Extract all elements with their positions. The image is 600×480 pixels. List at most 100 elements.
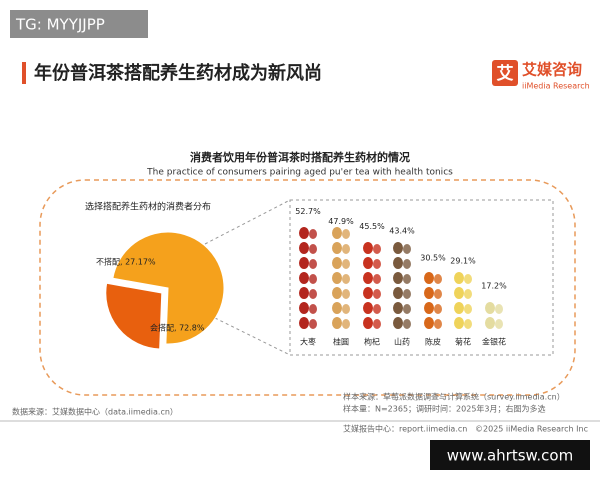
icon	[424, 287, 434, 299]
slide-title: 年份普洱茶搭配养生药材成为新风尚	[34, 62, 322, 84]
icon	[464, 289, 472, 299]
icon	[393, 257, 403, 269]
category-label: 金银花	[482, 337, 506, 347]
icon	[434, 304, 442, 314]
icon	[434, 289, 442, 299]
icon-column	[332, 227, 350, 329]
icon	[309, 244, 317, 254]
title-accent	[22, 62, 26, 84]
icon	[393, 287, 403, 299]
value-label: 30.5%	[420, 253, 446, 262]
value-label: 52.7%	[295, 207, 321, 216]
icon	[373, 289, 381, 299]
footer-report: 艾媒报告中心：report.iimedia.cn	[343, 424, 467, 434]
icon	[403, 244, 411, 254]
category-label: 枸杞	[364, 337, 380, 347]
logo-mark-box	[492, 60, 518, 86]
icon	[424, 272, 434, 284]
detail-frame	[289, 199, 554, 356]
icon	[332, 317, 342, 329]
connector	[204, 199, 291, 245]
icon	[363, 287, 373, 299]
category-label: 山药	[394, 337, 410, 347]
icon	[342, 304, 350, 314]
icon	[464, 319, 472, 329]
icon	[332, 257, 342, 269]
pie-slice	[112, 231, 225, 345]
icon	[373, 274, 381, 284]
icon	[403, 289, 411, 299]
icon	[332, 242, 342, 254]
icon	[309, 259, 317, 269]
icon	[454, 272, 464, 284]
icon	[424, 317, 434, 329]
value-label: 47.9%	[328, 217, 354, 226]
icon-column	[424, 272, 442, 329]
footer-source: 数据来源：艾媒数据中心（data.iimedia.cn）	[12, 407, 178, 417]
icon	[363, 272, 373, 284]
icon	[434, 274, 442, 284]
watermark-bottom: www.ahrtsw.com	[447, 447, 573, 465]
watermark-box	[10, 10, 148, 38]
icon	[403, 304, 411, 314]
icon	[363, 317, 373, 329]
icon-column	[393, 242, 411, 329]
icon	[342, 244, 350, 254]
category-label: 菊花	[455, 337, 471, 347]
icon	[342, 274, 350, 284]
icon	[495, 319, 503, 329]
icon	[373, 319, 381, 329]
icon	[299, 257, 309, 269]
icon	[299, 242, 309, 254]
icon	[485, 317, 495, 329]
icon	[454, 317, 464, 329]
footer-sample-source: 样本来源：草莓派数据调查与计算系统（survey.iimedia.cn）	[343, 392, 565, 402]
icon	[299, 302, 309, 314]
icon	[434, 319, 442, 329]
logo-en: iiMedia Research	[522, 82, 590, 91]
slice-label: 会搭配, 72.8%	[150, 323, 205, 333]
logo: 艾媒咨询	[522, 61, 582, 79]
icon	[403, 259, 411, 269]
icon	[403, 319, 411, 329]
icon	[332, 227, 342, 239]
icon	[299, 317, 309, 329]
icon	[403, 274, 411, 284]
icon	[332, 272, 342, 284]
icon	[309, 274, 317, 284]
icon	[309, 229, 317, 239]
icon	[454, 302, 464, 314]
icon	[342, 319, 350, 329]
value-label: 45.5%	[359, 222, 385, 231]
connector	[214, 317, 291, 356]
icon-column	[363, 242, 381, 329]
category-label: 桂圆	[333, 337, 349, 347]
icon-column	[485, 302, 503, 329]
icon	[299, 272, 309, 284]
value-label: 29.1%	[450, 256, 476, 265]
icon	[485, 302, 495, 314]
icon	[495, 304, 503, 314]
icon	[342, 259, 350, 269]
panel-subtitle: The practice of consumers pairing aged p…	[146, 168, 453, 178]
icon	[454, 287, 464, 299]
icon	[393, 317, 403, 329]
icon-column	[454, 272, 472, 329]
category-label: 大枣	[300, 337, 316, 347]
icon	[309, 319, 317, 329]
icon-column	[299, 227, 317, 329]
slice-label: 不搭配, 27.17%	[96, 257, 156, 267]
panel-title: 消费者饮用年份普洱茶时搭配养生药材的情况	[190, 150, 410, 164]
icon	[393, 242, 403, 254]
value-label: 17.2%	[481, 281, 507, 290]
panel-frame	[39, 179, 576, 396]
icon	[393, 302, 403, 314]
icon	[393, 272, 403, 284]
icon	[373, 259, 381, 269]
value-label: 43.4%	[389, 226, 415, 235]
watermark-box	[430, 440, 590, 470]
icon	[464, 274, 472, 284]
icon	[373, 244, 381, 254]
icon	[299, 287, 309, 299]
